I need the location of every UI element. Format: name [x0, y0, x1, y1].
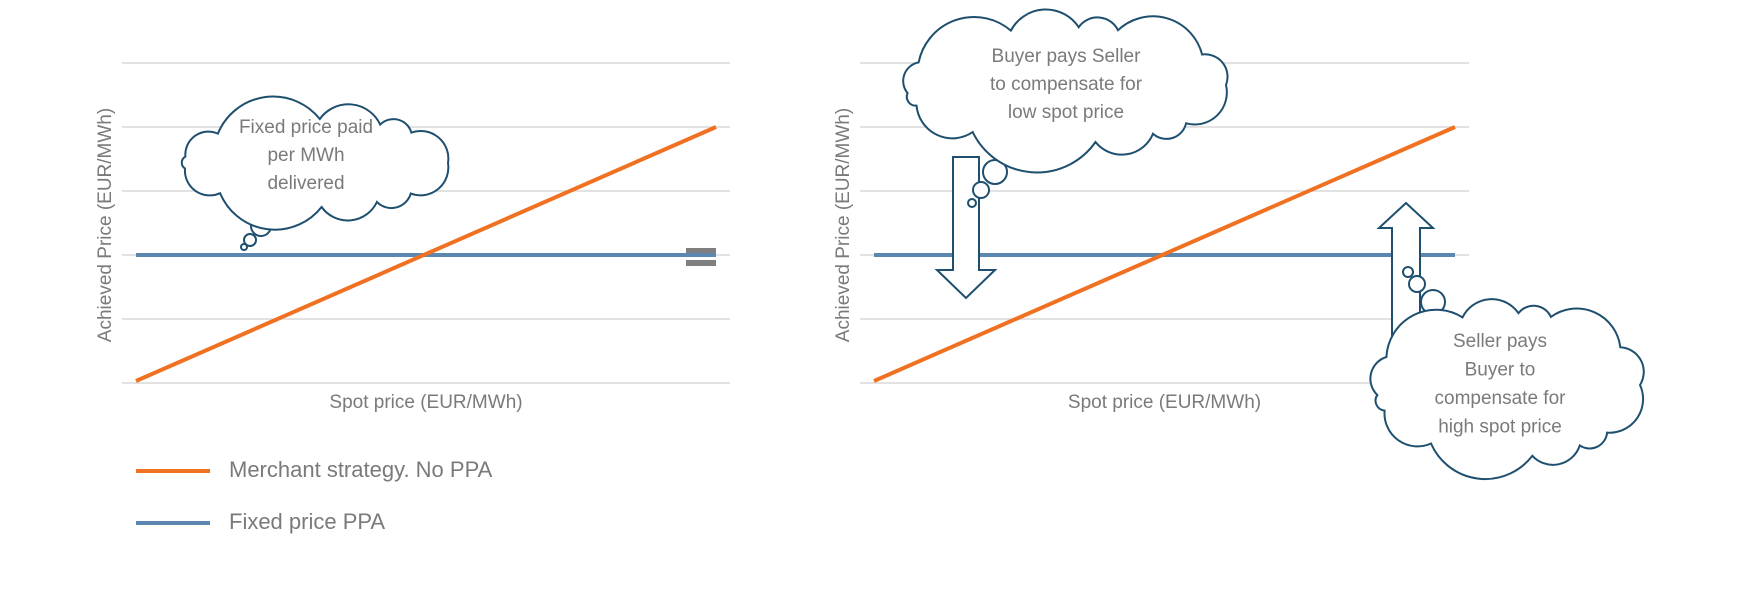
callout-text: delivered [267, 173, 344, 194]
thought-bubble [1408, 275, 1426, 293]
content: Achieved Price (EUR/MWh) Spot price (EUR/… [95, 8, 1645, 534]
equals-bar [686, 260, 716, 266]
callout-text: high spot price [1438, 417, 1562, 438]
callout-text: Buyer pays Seller [992, 46, 1142, 67]
equals-bar [686, 248, 716, 254]
merchant-line [873, 125, 1456, 383]
thought-bubble [967, 198, 977, 208]
y-axis-label: Achieved Price (EUR/MWh) [833, 108, 854, 342]
callout-text: to compensate for [990, 74, 1143, 95]
x-axis-label: Spot price (EUR/MWh) [329, 392, 522, 413]
legend-label: Merchant strategy. No PPA [229, 457, 493, 482]
callout-text: Fixed price paid [239, 117, 373, 138]
callout-text: low spot price [1008, 102, 1124, 123]
thought-bubble [1402, 266, 1414, 278]
callout-text: compensate for [1435, 388, 1567, 409]
y-axis-label: Achieved Price (EUR/MWh) [95, 108, 116, 342]
callout-text: Seller pays [1453, 331, 1547, 352]
merchant-line [135, 125, 717, 383]
callout-text: per MWh [267, 145, 344, 166]
legend-label: Fixed price PPA [229, 509, 385, 534]
down-arrow [934, 156, 998, 300]
callout-text: Buyer to [1465, 360, 1536, 381]
cloud [180, 95, 450, 231]
x-axis-label: Spot price (EUR/MWh) [1068, 392, 1261, 413]
thought-bubble [972, 181, 990, 199]
cloud [1369, 298, 1645, 481]
thought-bubble [240, 243, 248, 251]
thought-bubble [243, 233, 257, 247]
cloud [902, 8, 1229, 174]
